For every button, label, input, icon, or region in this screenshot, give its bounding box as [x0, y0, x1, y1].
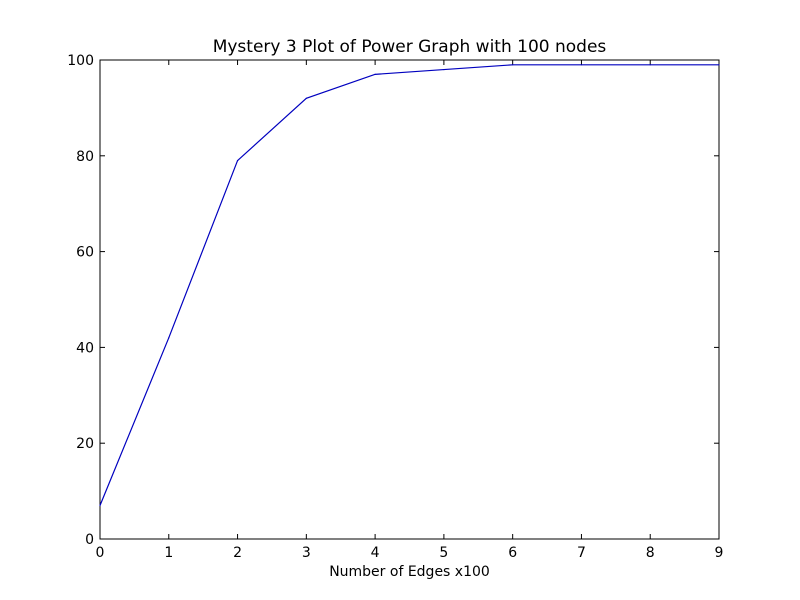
y-tick-label: 60 — [76, 245, 94, 261]
data-point — [236, 159, 239, 162]
series-line — [99, 64, 719, 506]
data-point — [168, 337, 170, 339]
x-tick-label: 7 — [577, 545, 586, 561]
x-tick-label: 6 — [508, 545, 517, 561]
data-point — [443, 68, 445, 71]
series-group — [99, 64, 720, 507]
data-point — [649, 64, 651, 66]
plot-area — [99, 59, 720, 540]
x-tick-label: 0 — [96, 545, 105, 561]
data-point — [580, 64, 583, 66]
x-tick-label: 5 — [439, 545, 448, 561]
x-axis-label: Number of Edges x100 — [329, 564, 490, 580]
data-point — [718, 64, 720, 66]
x-tick-label: 2 — [233, 545, 242, 561]
y-tick-label: 100 — [67, 53, 94, 69]
y-tick-label: 20 — [76, 436, 94, 452]
y-tick-label: 40 — [76, 340, 94, 356]
data-point — [512, 64, 514, 66]
x-tick-label: 1 — [164, 545, 173, 561]
y-tick-label: 0 — [85, 532, 94, 548]
data-point — [305, 97, 307, 99]
x-tick-label: 8 — [646, 545, 655, 561]
x-tick-label: 3 — [302, 545, 311, 561]
data-point — [99, 504, 101, 507]
axis-ticks: 0 1 2 3 4 5 6 7 8 9 0 20 40 60 80 100 — [67, 53, 723, 561]
x-tick-label: 9 — [715, 545, 724, 561]
chart-title: Mystery 3 Plot of Power Graph with 100 n… — [213, 37, 607, 57]
x-tick-label: 4 — [371, 545, 380, 561]
y-tick-label: 80 — [76, 149, 94, 165]
data-point — [374, 73, 376, 75]
